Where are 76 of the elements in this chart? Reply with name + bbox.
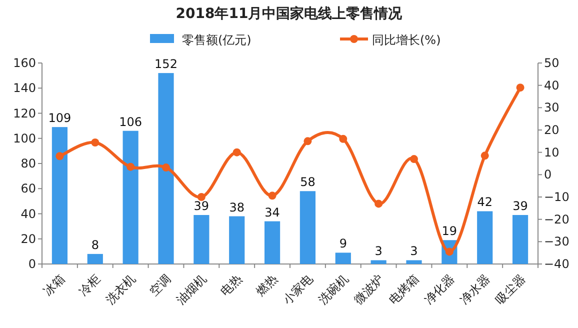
point	[162, 164, 170, 172]
y2-tick-label: 30	[544, 100, 560, 115]
x-tick-label: 电烤箱	[386, 272, 422, 308]
y-tick-label: 20	[20, 232, 36, 246]
bar	[512, 215, 528, 264]
x-tick-label: 洗衣机	[102, 272, 138, 308]
bar	[229, 216, 245, 264]
y-tick-label: 120	[13, 106, 36, 120]
data-label: 9	[339, 236, 347, 251]
data-label: 39	[512, 199, 528, 214]
y2-tick-label: 0	[544, 168, 552, 182]
data-label: 109	[48, 111, 72, 126]
point	[268, 192, 276, 200]
data-label: 34	[264, 205, 280, 220]
bar	[335, 252, 351, 264]
bar	[477, 211, 493, 264]
y-tick-label: 140	[13, 81, 36, 96]
x-tick-label: 冷柜	[76, 272, 103, 299]
y2-tick-label: −30	[544, 234, 570, 249]
x-tick-label: 空调	[146, 272, 174, 299]
x-tick-label: 洗碗机	[316, 272, 351, 308]
bar	[194, 215, 210, 264]
data-label: 106	[119, 114, 142, 129]
point	[91, 138, 100, 147]
point	[374, 200, 383, 208]
bar	[300, 191, 316, 264]
bar	[406, 260, 422, 264]
bar	[52, 127, 68, 264]
legend-label: 零售额(亿元)	[182, 33, 252, 47]
x-tick-label: 冰箱	[40, 272, 68, 299]
y-tick-label: 0	[28, 257, 36, 271]
point	[56, 152, 64, 160]
data-label: 58	[300, 175, 316, 190]
x-tick-label: 微波炉	[350, 272, 386, 308]
point	[304, 137, 312, 146]
data-label: 3	[374, 244, 382, 258]
point	[480, 152, 489, 160]
y-tick-label: 60	[20, 182, 36, 196]
x-tick-label: 小家电	[280, 272, 316, 308]
y2-tick-label: 50	[544, 56, 560, 70]
y2-tick-label: −20	[544, 212, 570, 226]
legend-label: 同比增长(%)	[372, 33, 441, 47]
data-label: 3	[410, 244, 418, 258]
x-tick-label: 吸尘器	[492, 272, 528, 308]
y-tick-label: 80	[20, 156, 36, 170]
x-tick-label: 燃热	[253, 272, 280, 299]
bar	[158, 73, 174, 264]
bar	[370, 260, 386, 264]
data-label: 39	[194, 199, 210, 214]
bar	[122, 130, 138, 264]
y-tick-label: 100	[13, 131, 36, 146]
point	[339, 134, 348, 143]
point	[232, 148, 241, 156]
point	[410, 155, 418, 164]
y2-tick-label: 40	[544, 78, 560, 92]
x-tick-label: 净水器	[457, 272, 493, 308]
x-tick-label: 电热	[218, 272, 245, 299]
y2-tick-label: 20	[544, 123, 560, 137]
y-tick-label: 40	[20, 206, 36, 221]
point	[126, 162, 135, 171]
y-tick-label: 160	[13, 56, 36, 70]
x-tick-label: 净化器	[422, 272, 458, 308]
bar	[264, 221, 280, 264]
y2-tick-label: −10	[544, 190, 570, 204]
y2-tick-label: −40	[544, 257, 570, 271]
y2-tick-label: 10	[544, 145, 560, 160]
data-label: 152	[154, 57, 178, 72]
point	[197, 193, 206, 201]
data-label: 42	[477, 195, 492, 210]
bar	[87, 254, 103, 264]
data-label: 19	[442, 224, 458, 238]
chart-title: 2018年11月中国家电线上零售情况	[176, 5, 404, 22]
point	[516, 84, 524, 92]
x-tick-label: 油烟机	[174, 272, 210, 308]
data-label: 8	[91, 238, 99, 252]
data-label: 38	[229, 200, 244, 214]
